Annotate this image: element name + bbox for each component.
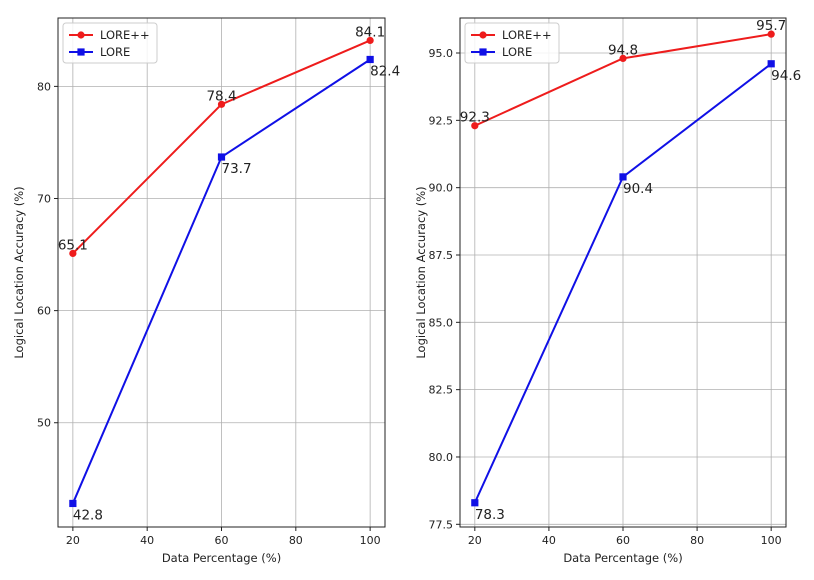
data-label: 82.4	[370, 63, 400, 79]
legend-label: LORE++	[502, 28, 552, 42]
data-point	[471, 499, 479, 507]
series-lore: 78.3 90.4 94.6	[471, 60, 801, 523]
data-point	[217, 100, 226, 108]
data-point	[366, 36, 374, 45]
y-tick-label: 87.5	[429, 249, 454, 262]
y-tick-label: 77.5	[429, 518, 454, 531]
legend-label: LORE	[502, 45, 532, 59]
data-label: 78.4	[206, 88, 236, 104]
x-tick-label: 60	[215, 534, 229, 547]
x-axis-label: Data Percentage (%)	[563, 551, 682, 565]
data-label: 42.8	[73, 507, 103, 523]
y-tick-label: 80.0	[429, 451, 454, 464]
legend-marker	[77, 48, 85, 56]
legend-marker	[479, 31, 487, 39]
legend: LORE++ LORE	[464, 22, 560, 64]
legend-marker	[479, 48, 487, 56]
x-tick-label: 40	[542, 534, 556, 547]
data-label: 78.3	[475, 507, 505, 523]
x-tick-label: 80	[690, 534, 704, 547]
data-label: 95.7	[756, 18, 786, 34]
chart-1: 20 40 60 80 100 50 60 70 80 Data Percentage (%) Lo…	[12, 17, 400, 565]
data-label: 73.7	[222, 161, 252, 177]
y-tick-label: 80	[37, 80, 51, 93]
data-label: 92.3	[460, 110, 490, 126]
data-point	[366, 55, 374, 64]
series-loreplusplus: 65.1 78.4 84.1	[58, 24, 385, 258]
x-tick-label: 100	[761, 534, 782, 547]
y-tick-label: 95.0	[429, 47, 454, 60]
x-tick-label: 60	[616, 534, 630, 547]
series-lore: 42.8 73.7 82.4	[69, 55, 400, 523]
y-tick-label: 85.0	[429, 316, 454, 329]
data-point	[69, 499, 77, 508]
data-point	[471, 122, 479, 130]
data-point	[767, 30, 775, 38]
data-label: 84.1	[355, 24, 385, 40]
data-point	[69, 249, 77, 258]
data-point	[767, 60, 775, 68]
legend-label: LORE++	[100, 28, 150, 42]
legend-marker	[77, 31, 85, 39]
data-label: 94.6	[771, 68, 801, 84]
series-loreplusplus: 92.3 94.8 95.7	[460, 18, 786, 130]
data-point	[619, 54, 627, 62]
data-label: 90.4	[623, 181, 653, 197]
y-tick-label: 82.5	[429, 384, 454, 397]
data-label: 65.1	[58, 237, 88, 253]
legend-label: LORE	[100, 45, 130, 59]
y-tick-label: 90.0	[429, 182, 454, 195]
y-tick-label: 92.5	[429, 114, 454, 127]
x-tick-label: 20	[468, 534, 482, 547]
x-axis-label: Data Percentage (%)	[162, 551, 281, 565]
data-point	[217, 153, 226, 161]
x-tick-label: 20	[66, 534, 80, 547]
y-tick-label: 60	[37, 305, 51, 318]
chart-2: 20 40 60 80 100 77.5 80.0 82.5 85.0 87.5 90.0 92.5 9…	[414, 17, 801, 565]
legend: LORE++ LORE	[62, 22, 158, 64]
y-tick-label: 50	[37, 417, 51, 430]
y-axis-label: Logical Location Accuracy (%)	[414, 186, 428, 358]
x-tick-label: 80	[289, 534, 303, 547]
x-tick-label: 100	[360, 534, 381, 547]
data-point	[619, 173, 627, 181]
y-tick-label: 70	[37, 193, 51, 206]
data-label: 94.8	[608, 42, 638, 58]
y-axis-label: Logical Location Accuracy (%)	[12, 186, 26, 358]
x-tick-label: 40	[140, 534, 154, 547]
